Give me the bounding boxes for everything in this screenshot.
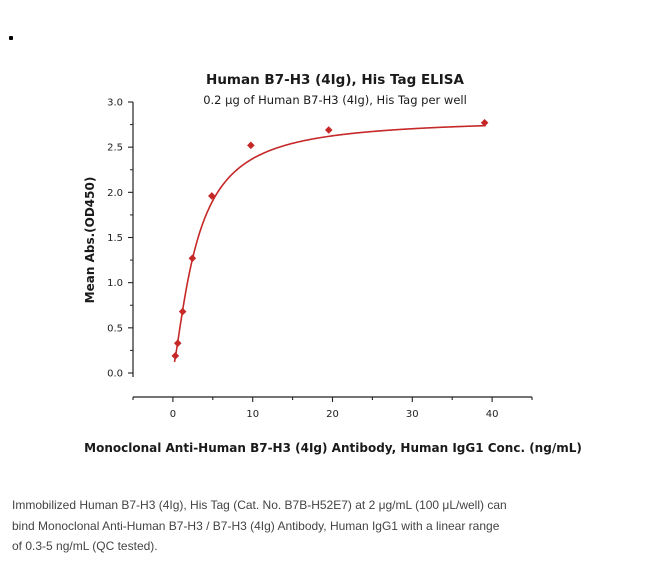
- data-point: [178, 307, 187, 316]
- x-axis-title: Monoclonal Anti-Human B7-H3 (4Ig) Antibo…: [84, 441, 582, 455]
- y-tick-label: 3.0: [107, 98, 123, 109]
- y-tick-label: 0.5: [107, 323, 123, 334]
- axes: 0.0 0.5 1.0 1.5 2.0 2.5 3.0 0 10 20 30 40: [107, 98, 533, 420]
- y-tick-label: 0.0: [107, 369, 123, 380]
- caption-line: Immobilized Human B7-H3 (4Ig), His Tag (…: [12, 498, 507, 512]
- data-point: [247, 141, 255, 150]
- x-tick-label: 20: [326, 409, 339, 420]
- x-tick-label: 10: [246, 409, 259, 420]
- fit-curve-layer: [173, 124, 486, 363]
- data-points: [171, 118, 489, 360]
- y-tick-label: 2.5: [107, 143, 123, 154]
- data-point: [208, 192, 216, 200]
- x-tick-label: 30: [406, 409, 419, 420]
- elisa-chart: Human B7-H3 (4Ig), His Tag ELISA 0.2 μg …: [83, 72, 582, 455]
- figure-caption: Immobilized Human B7-H3 (4Ig), His Tag (…: [12, 495, 637, 557]
- fit-curve: [173, 124, 486, 363]
- bullet-dot: [9, 36, 13, 40]
- data-point: [188, 254, 197, 263]
- data-point: [171, 352, 180, 360]
- y-tick-label: 1.5: [107, 233, 123, 244]
- caption-line: of 0.3-5 ng/mL (QC tested).: [12, 539, 158, 553]
- x-tick-label: 40: [486, 409, 499, 420]
- data-point: [324, 126, 333, 134]
- data-point: [173, 339, 182, 347]
- caption-line: bind Monoclonal Anti-Human B7-H3 / B7-H3…: [12, 518, 500, 533]
- chart-subtitle: 0.2 μg of Human B7-H3 (4Ig), His Tag per…: [203, 93, 467, 107]
- y-axis-title: Mean Abs.(OD450): [83, 177, 97, 304]
- y-tick-label: 1.0: [107, 278, 123, 289]
- y-tick-label: 2.0: [107, 188, 123, 199]
- data-point: [480, 118, 489, 127]
- chart-title: Human B7-H3 (4Ig), His Tag ELISA: [206, 72, 464, 88]
- x-tick-label: 0: [170, 409, 176, 420]
